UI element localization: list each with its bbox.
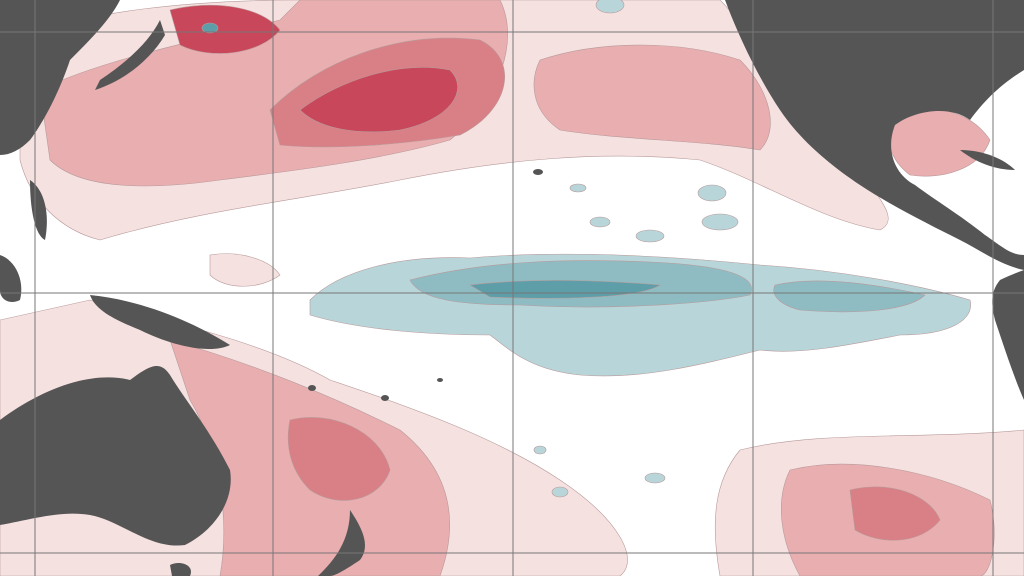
warm-southeast-pacific-core [849,486,941,541]
cool-patch [551,486,569,498]
land-island [381,395,389,401]
land-island [308,385,316,391]
cool-patch [697,184,727,202]
land-island [437,378,443,382]
land-hawaii [533,169,543,175]
warm-western-pacific [209,253,281,287]
land-new-zealand [318,510,366,576]
warm-northeast-pacific [533,44,771,151]
cool-patch [701,213,739,231]
land-japan [95,20,165,90]
warm-japan-sea [169,4,281,54]
warm-tasman-core [287,417,391,501]
cool-patch [595,0,625,14]
cool-patch [569,183,587,193]
cool-patch [644,472,666,484]
cool-patch [589,216,611,228]
cool-eastern-equatorial [773,280,926,313]
land-australia [0,365,231,546]
warm-kuroshio-core [299,67,458,133]
land-cuba [960,150,1015,170]
cool-patch [533,445,547,455]
land-borneo-indonesia [0,255,22,302]
land-north-america [725,0,1024,270]
cool-patch [201,22,219,34]
land-south-america [992,270,1024,400]
cool-equatorial-core [469,280,661,299]
land-asia [0,0,120,155]
cool-patch [635,229,665,243]
cool-anomalies [201,0,971,498]
land-tasmania [170,563,191,576]
land-new-guinea [90,295,230,350]
land-philippines [30,180,47,240]
